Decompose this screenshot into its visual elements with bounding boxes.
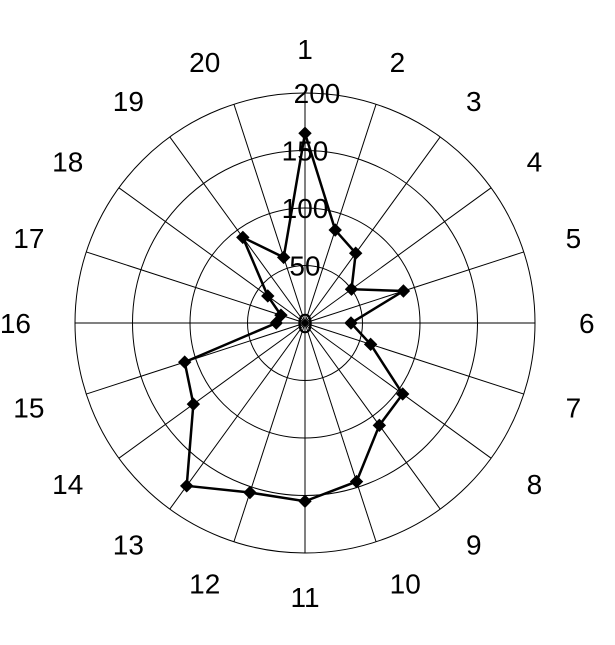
radar-spoke-label: 3 [466, 86, 482, 117]
radar-spoke-label: 2 [390, 47, 406, 78]
radar-ring-label: 0 [297, 308, 313, 339]
radar-spoke-label: 12 [189, 568, 220, 599]
radar-ring-label: 100 [282, 193, 329, 224]
radar-spoke-label: 11 [290, 582, 319, 613]
radar-spoke-label: 17 [13, 223, 44, 254]
radar-chart: 0501001502001234567891011121314151617181… [0, 0, 615, 645]
radar-spoke-label: 14 [52, 469, 83, 500]
radar-spoke-label: 1 [297, 34, 313, 65]
radar-ring-label: 150 [282, 135, 329, 166]
radar-spoke-label: 18 [52, 147, 83, 178]
radar-ring-label: 50 [289, 250, 320, 281]
radar-chart-svg: 0501001502001234567891011121314151617181… [0, 0, 615, 645]
radar-spoke-label: 20 [189, 47, 220, 78]
radar-spoke-label: 8 [527, 469, 543, 500]
radar-spoke-label: 5 [566, 223, 582, 254]
radar-spoke-label: 15 [13, 392, 44, 423]
radar-spoke-label: 19 [113, 86, 144, 117]
radar-spoke-label: 10 [390, 568, 421, 599]
radar-spoke-label: 7 [566, 392, 582, 423]
radar-spoke-label: 4 [527, 147, 543, 178]
radar-spoke-label: 6 [579, 308, 595, 339]
radar-ring-label: 200 [294, 78, 341, 109]
radar-spoke-label: 16 [0, 308, 31, 339]
radar-spoke-label: 13 [113, 529, 144, 560]
radar-spoke-label: 9 [466, 529, 482, 560]
